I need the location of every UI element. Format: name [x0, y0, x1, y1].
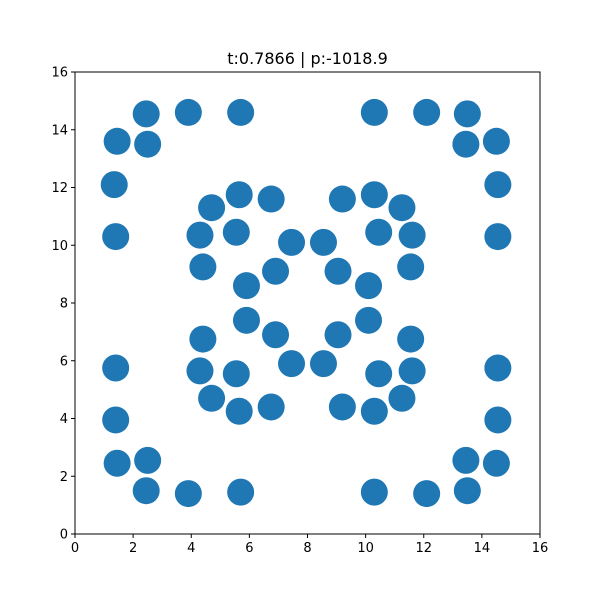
data-point	[222, 218, 250, 246]
x-axis: 0 2 4 6 8 10 12 14 16	[71, 534, 548, 556]
data-point	[102, 406, 130, 434]
data-point	[482, 127, 510, 155]
data-point	[397, 325, 425, 353]
data-point	[222, 360, 250, 388]
data-point	[355, 306, 383, 334]
x-tick-label: 10	[357, 541, 374, 556]
y-tick-label: 8	[60, 297, 68, 312]
data-point	[360, 98, 388, 126]
data-point	[365, 218, 393, 246]
data-point	[484, 223, 512, 251]
x-tick-label: 6	[245, 541, 253, 556]
data-point	[328, 393, 356, 421]
data-point	[227, 98, 255, 126]
y-tick-label: 10	[51, 239, 68, 254]
data-point	[100, 171, 128, 199]
y-tick-label: 4	[60, 412, 68, 427]
x-tick-label: 12	[415, 541, 432, 556]
data-point	[262, 257, 290, 285]
data-point	[278, 350, 306, 378]
x-tick-label: 2	[129, 541, 137, 556]
data-point	[189, 325, 217, 353]
data-point	[174, 480, 202, 508]
data-point	[132, 477, 160, 505]
data-point	[102, 354, 130, 382]
data-point	[189, 253, 217, 281]
data-point	[484, 406, 512, 434]
data-point	[328, 185, 356, 213]
data-point	[225, 397, 253, 425]
y-axis: 0 2 4 6 8 10 12 14 16	[51, 66, 75, 543]
data-point	[453, 477, 481, 505]
data-point	[365, 360, 393, 388]
y-tick-label: 14	[51, 123, 68, 138]
data-point	[132, 100, 160, 128]
data-point	[452, 130, 480, 158]
data-point	[198, 384, 226, 412]
data-point	[324, 321, 352, 349]
y-tick-label: 6	[60, 354, 68, 369]
x-tick-label: 16	[532, 541, 549, 556]
data-point	[482, 449, 510, 477]
data-point	[360, 181, 388, 209]
y-tick-label: 16	[51, 66, 68, 81]
data-point	[232, 306, 260, 334]
data-point	[174, 98, 202, 126]
data-point	[484, 171, 512, 199]
data-point	[186, 357, 214, 385]
y-tick-label: 12	[51, 181, 68, 196]
data-point	[398, 357, 426, 385]
data-point	[413, 98, 441, 126]
data-point	[452, 446, 480, 474]
data-point	[397, 253, 425, 281]
data-point	[134, 130, 162, 158]
data-point	[103, 449, 131, 477]
data-point	[360, 397, 388, 425]
data-point	[198, 194, 226, 222]
data-point	[102, 223, 130, 251]
data-point	[186, 221, 214, 249]
chart-title: t:0.7866 | p:-1018.9	[227, 49, 388, 68]
x-tick-label: 4	[187, 541, 195, 556]
data-point	[134, 446, 162, 474]
data-point	[278, 228, 306, 256]
x-tick-label: 14	[474, 541, 491, 556]
data-point	[413, 480, 441, 508]
data-point	[324, 257, 352, 285]
data-point	[453, 100, 481, 128]
data-point	[103, 127, 131, 155]
y-tick-label: 0	[60, 528, 68, 543]
data-point	[398, 221, 426, 249]
data-point	[227, 478, 255, 506]
y-tick-label: 2	[60, 470, 68, 485]
x-tick-label: 0	[71, 541, 79, 556]
data-point	[484, 354, 512, 382]
points-layer	[100, 98, 512, 508]
data-point	[355, 272, 383, 300]
data-point	[309, 350, 337, 378]
data-point	[257, 185, 285, 213]
data-point	[232, 272, 260, 300]
x-tick-label: 8	[303, 541, 311, 556]
data-point	[225, 181, 253, 209]
data-point	[388, 384, 416, 412]
data-point	[309, 228, 337, 256]
data-point	[262, 321, 290, 349]
data-point	[360, 478, 388, 506]
data-point	[388, 194, 416, 222]
data-point	[257, 393, 285, 421]
